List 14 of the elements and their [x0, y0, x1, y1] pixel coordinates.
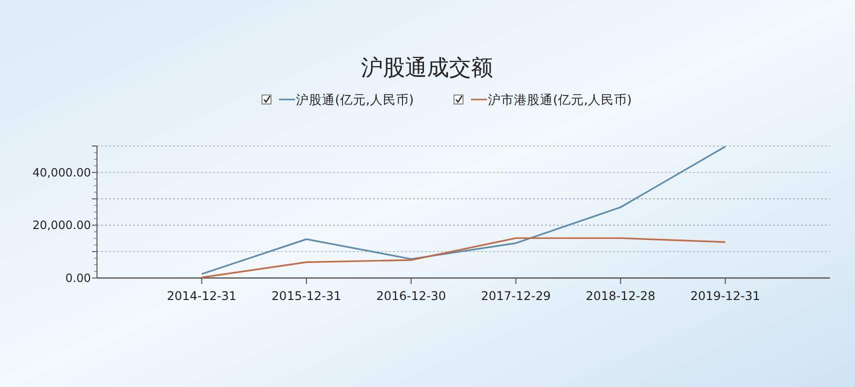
x-tick-label: 2015-12-31	[272, 289, 342, 303]
x-tick-label: 2016-12-30	[376, 289, 446, 303]
y-tick-label: 20,000.00	[32, 218, 91, 232]
x-tick-label: 2014-12-31	[166, 289, 237, 303]
legend-label: 沪股通(亿元,人民币)	[296, 92, 414, 107]
y-tick-label: 0.00	[65, 271, 91, 285]
line-series	[200, 237, 726, 278]
x-tick-label: 2019-12-31	[690, 289, 760, 303]
chart-title: 沪股通成交额	[361, 56, 493, 81]
legend-label: 沪市港股通(亿元,人民币)	[488, 92, 632, 107]
x-tick-label: 2018-12-28	[586, 289, 656, 303]
x-tick-label: 2017-12-29	[480, 289, 551, 303]
y-tick-label: 40,000.00	[32, 165, 91, 180]
line-series	[200, 146, 726, 275]
